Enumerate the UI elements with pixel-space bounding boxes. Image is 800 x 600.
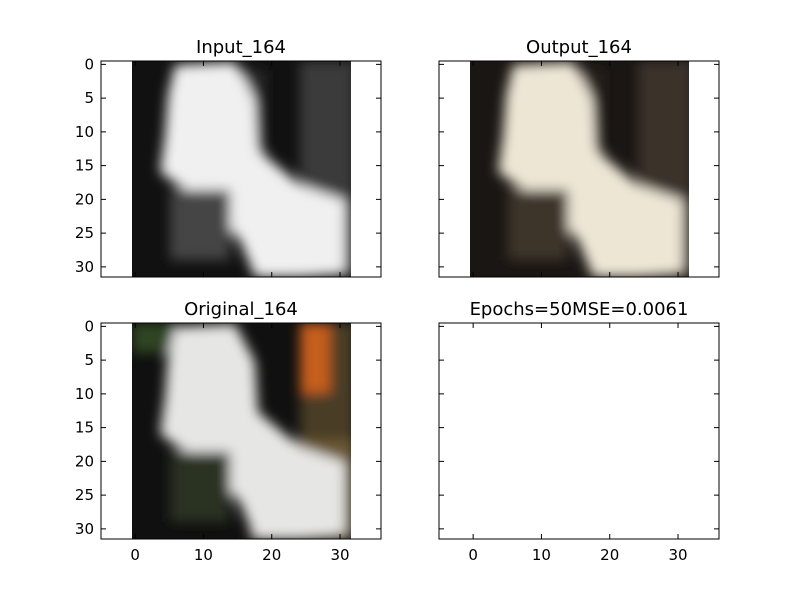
x-ticks: 0 10 20 30	[130, 323, 350, 564]
axes-frame	[100, 60, 382, 278]
y-tick-label: 0	[84, 55, 94, 73]
y-tick-label: 20	[75, 452, 94, 470]
panel-output: Output_164	[438, 37, 720, 278]
x-tick-label: 10	[194, 546, 213, 564]
y-tick-label: 5	[84, 351, 94, 369]
panel-title: Output_164	[526, 37, 632, 58]
x-tick-label: 0	[130, 546, 140, 564]
panel-title: Original_164	[184, 299, 298, 320]
y-tick-label: 30	[75, 520, 94, 538]
panel-title: Input_164	[196, 37, 286, 58]
x-tick-label: 10	[532, 546, 551, 564]
image-output	[470, 61, 689, 277]
y-tick-label: 20	[75, 190, 94, 208]
x-tick-label: 20	[600, 546, 619, 564]
panel-input: Input_164 0 5 10 15 20 25 30	[75, 37, 382, 278]
y-tick-label: 25	[75, 224, 94, 242]
y-tick-label: 25	[75, 486, 94, 504]
y-ticks: 0 5 10 15 20 25 30	[75, 317, 381, 538]
y-tick-label: 15	[75, 419, 94, 437]
y-tick-label: 15	[75, 157, 94, 175]
x-tick-label: 20	[262, 546, 281, 564]
y-tick-label: 10	[75, 385, 94, 403]
image-original	[132, 323, 351, 539]
axes-frame	[438, 60, 720, 278]
y-ticks: 0 5 10 15 20 25 30	[75, 55, 381, 277]
axes-frame	[438, 322, 720, 540]
x-tick-label: 0	[468, 546, 478, 564]
panel-original: Original_164 0 5 10 15 20 25 30 0 10 20 30	[75, 299, 382, 564]
panel-title: Epochs=50MSE=0.0061	[470, 299, 689, 320]
y-tick-label: 30	[75, 258, 94, 276]
x-ticks: 0 10 20 30	[468, 323, 688, 564]
y-ticklines	[439, 325, 719, 530]
y-tick-label: 0	[84, 317, 94, 335]
x-tick-label: 30	[668, 546, 687, 564]
y-ticklines	[439, 61, 719, 277]
x-tick-label: 30	[330, 546, 349, 564]
panel-metrics: Epochs=50MSE=0.0061 0 10 20 30	[438, 299, 720, 564]
axes-frame	[100, 322, 382, 540]
y-tick-label: 10	[75, 123, 94, 141]
image-input	[132, 61, 351, 277]
y-tick-label: 5	[84, 89, 94, 107]
